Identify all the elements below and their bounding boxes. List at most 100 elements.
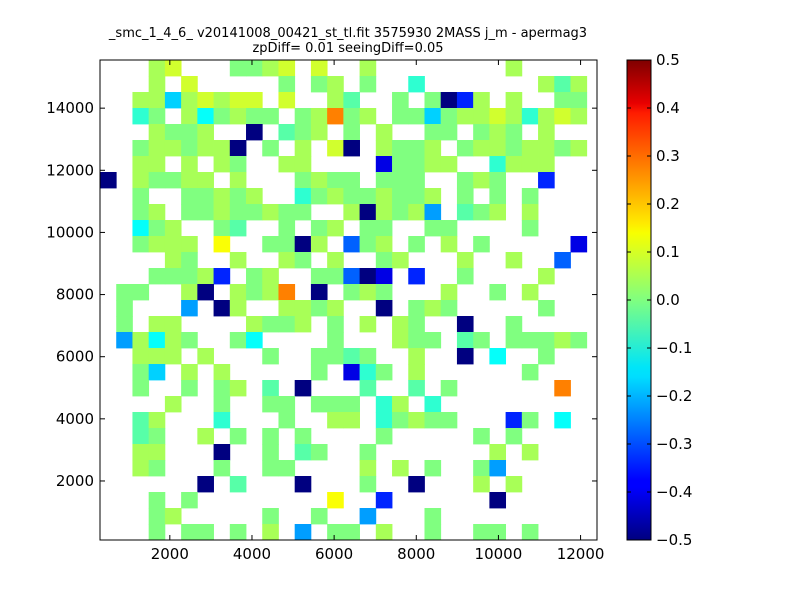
heatmap-cell xyxy=(164,172,182,189)
heatmap-cell xyxy=(538,300,555,317)
heatmap-cell xyxy=(392,156,409,173)
heatmap-cell xyxy=(375,396,393,413)
tick-label: −0.4 xyxy=(656,483,692,501)
heatmap-cell xyxy=(294,252,312,269)
heatmap-cell xyxy=(456,188,474,205)
heatmap-cell xyxy=(375,220,393,237)
heatmap-cell xyxy=(440,380,458,397)
heatmap-cell xyxy=(310,364,328,381)
heatmap-cell xyxy=(132,140,150,157)
heatmap-cell xyxy=(505,92,523,109)
heatmap-cell xyxy=(327,188,344,205)
heatmap-cell xyxy=(197,140,214,157)
heatmap-cell xyxy=(148,492,166,509)
heatmap-cell xyxy=(278,460,296,477)
heatmap-cell xyxy=(440,300,458,317)
heatmap-cell xyxy=(148,108,166,125)
heatmap-cell xyxy=(392,252,409,269)
tick-label: −0.5 xyxy=(656,531,692,549)
heatmap-cell xyxy=(554,380,571,397)
heatmap-cell xyxy=(213,204,231,221)
heatmap-cell xyxy=(424,156,442,173)
heatmap-cell xyxy=(359,60,377,77)
heatmap-cell xyxy=(213,364,231,381)
heatmap-cell xyxy=(359,444,377,461)
heatmap-cell xyxy=(132,428,150,445)
heatmap-cell xyxy=(262,140,279,157)
heatmap-cell xyxy=(554,92,571,109)
heatmap-cell xyxy=(213,412,231,429)
heatmap-cell xyxy=(246,284,263,301)
heatmap-cell xyxy=(229,204,247,221)
heatmap-cell xyxy=(343,348,360,365)
heatmap-cell xyxy=(213,188,231,205)
heatmap-cell xyxy=(521,108,539,125)
heatmap-cell xyxy=(197,92,214,109)
heatmap-cell xyxy=(310,348,328,365)
heatmap-cell xyxy=(181,204,198,221)
heatmap-cell xyxy=(294,476,312,493)
heatmap-cell xyxy=(570,236,588,253)
tick-label: 8000 xyxy=(56,286,94,304)
heatmap-cell xyxy=(408,348,425,365)
heatmap-cell xyxy=(148,140,166,157)
heatmap-cell xyxy=(246,316,263,333)
heatmap-cell xyxy=(538,156,555,173)
heatmap-cell xyxy=(424,524,442,541)
heatmap-cell xyxy=(327,316,344,333)
heatmap-cell xyxy=(246,108,263,125)
heatmap-cell xyxy=(116,332,133,349)
heatmap-cell xyxy=(278,76,296,93)
heatmap-cell xyxy=(197,108,214,125)
y-axis: 2000 4000 6000 8000 10000 12000 14000 xyxy=(46,99,597,490)
heatmap-cell xyxy=(424,124,442,141)
heatmap-cell xyxy=(408,188,425,205)
heatmap-cell xyxy=(489,460,507,477)
heatmap-cell xyxy=(116,284,133,301)
heatmap-cell xyxy=(213,236,231,253)
heatmap-cell xyxy=(408,172,425,189)
heatmap-cell xyxy=(424,220,442,237)
heatmap-cell xyxy=(456,172,474,189)
heatmap-cell xyxy=(456,252,474,269)
heatmap-cell xyxy=(148,172,166,189)
tick-label: −0.1 xyxy=(656,339,692,357)
heatmap-cell xyxy=(343,124,360,141)
heatmap-cell xyxy=(148,348,166,365)
heatmap-cell xyxy=(538,108,555,125)
heatmap-cell xyxy=(213,396,231,413)
heatmap-cell xyxy=(505,252,523,269)
heatmap-cell xyxy=(489,156,507,173)
heatmap-cell xyxy=(440,108,458,125)
heatmap-cell xyxy=(327,412,344,429)
heatmap-cell xyxy=(246,332,263,349)
heatmap-cell xyxy=(262,524,279,541)
heatmap-cell xyxy=(246,124,263,141)
heatmap-cell xyxy=(181,524,198,541)
heatmap-cell xyxy=(327,92,344,109)
heatmap-cell xyxy=(181,492,198,509)
heatmap-cell xyxy=(229,108,247,125)
heatmap-cell xyxy=(343,108,360,125)
heatmap-cell xyxy=(408,380,425,397)
heatmap-cell xyxy=(392,108,409,125)
heatmap-cell xyxy=(570,108,588,125)
heatmap-cell xyxy=(132,108,150,125)
heatmap-cell xyxy=(538,332,555,349)
tick-label: 10000 xyxy=(46,223,94,241)
heatmap-cell xyxy=(473,140,490,157)
heatmap-cell xyxy=(148,316,166,333)
heatmap-cell xyxy=(181,364,198,381)
heatmap-cell xyxy=(229,380,247,397)
heatmap-cell xyxy=(148,428,166,445)
heatmap-cell xyxy=(505,428,523,445)
heatmap-cell xyxy=(473,460,490,477)
heatmap-cell xyxy=(375,236,393,253)
heatmap-cell xyxy=(408,140,425,157)
tick-label: 2000 xyxy=(151,545,189,563)
heatmap-cell xyxy=(262,348,279,365)
heatmap-cell xyxy=(521,156,539,173)
heatmap-cell xyxy=(132,412,150,429)
heatmap-cell xyxy=(343,364,360,381)
heatmap-cell xyxy=(343,204,360,221)
